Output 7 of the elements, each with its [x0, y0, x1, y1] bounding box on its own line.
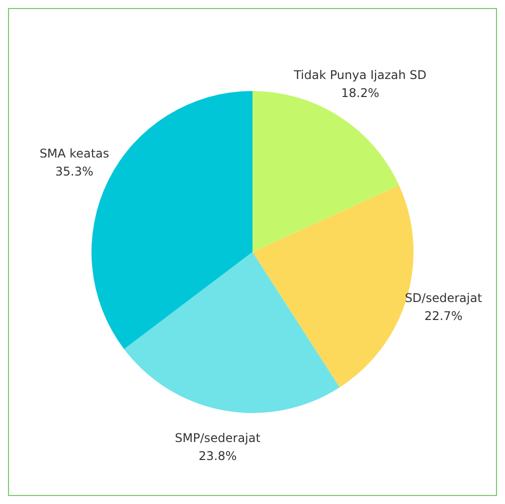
- data-label: 23.8%: [198, 449, 237, 464]
- slice-label: Tidak Punya Ijazah SD: [292, 68, 427, 82]
- data-label: 18.2%: [341, 86, 380, 100]
- data-label: 35.3%: [55, 164, 94, 178]
- data-label: 22.7%: [424, 309, 462, 324]
- slice-label: SMA keatas: [40, 146, 110, 160]
- slice-label: SMP/sederajat: [174, 431, 261, 446]
